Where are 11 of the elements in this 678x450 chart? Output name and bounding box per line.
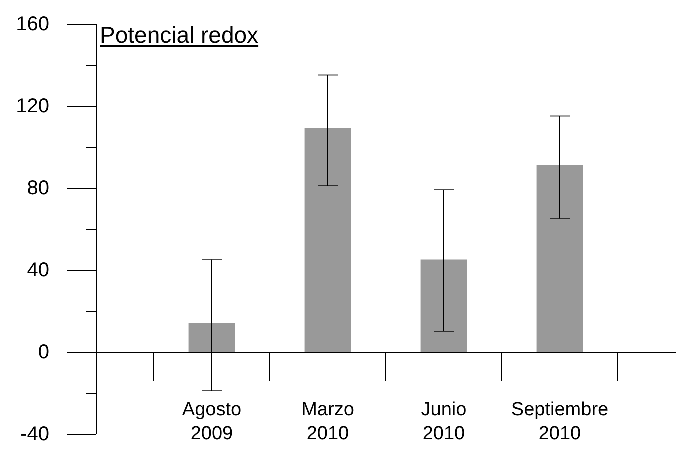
y-tick-label: -40 [20,424,50,446]
x-tick-label: Junio 2010 [421,400,467,444]
y-tick-label: 40 [27,260,50,282]
x-tick-label: Agosto 2009 [182,400,242,444]
x-tick-label: Marzo 2010 [302,400,354,444]
y-tick-label: 0 [38,342,50,364]
y-tick-label: 160 [16,14,50,36]
x-tick-label: Septiembre 2010 [511,400,609,444]
chart-title: Potencial redox [100,22,259,49]
y-tick-label: 80 [27,178,50,200]
y-tick-label: 120 [16,96,50,118]
